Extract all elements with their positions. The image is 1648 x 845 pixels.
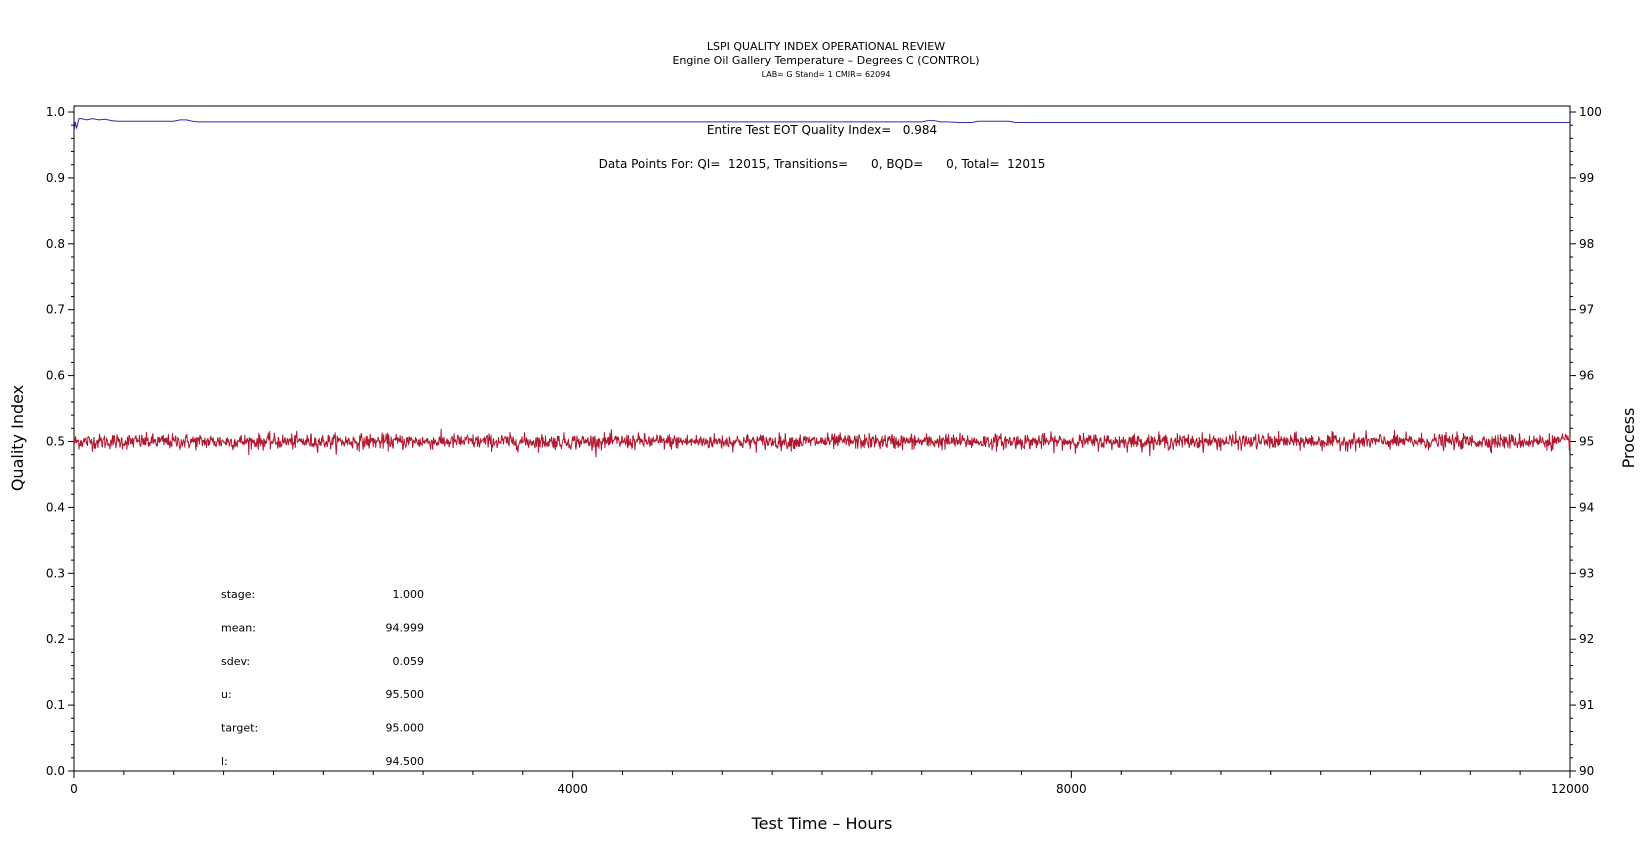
y2-tick-label: 95 bbox=[1579, 435, 1594, 449]
y2-axis-label: Process bbox=[1619, 408, 1638, 469]
y-tick-label: 0.3 bbox=[46, 566, 65, 580]
x-axis-label: Test Time – Hours bbox=[751, 814, 893, 833]
x-tick-label: 4000 bbox=[557, 782, 588, 796]
y2-tick-label: 91 bbox=[1579, 698, 1594, 712]
stats-block: stage: 1.000 mean: 94.999 sdev: 0.059 u: 95.500… bbox=[221, 588, 424, 768]
y2-tick-label: 100 bbox=[1579, 105, 1602, 119]
series-quality-index-line bbox=[73, 118, 1570, 132]
stat-label: l: bbox=[221, 755, 228, 768]
stat-label: stage: bbox=[221, 588, 255, 601]
stat-value: 95.500 bbox=[386, 688, 425, 701]
stat-label: target: bbox=[221, 722, 258, 735]
stat-value: 0.059 bbox=[393, 655, 425, 668]
y-axis-label: Quality Index bbox=[8, 385, 27, 491]
y-tick-label: 0.8 bbox=[46, 237, 65, 251]
x-tick-label: 12000 bbox=[1551, 782, 1589, 796]
y-tick-label: 0.7 bbox=[46, 303, 65, 317]
y2-tick-label: 94 bbox=[1579, 500, 1594, 514]
y-tick-label: 0.9 bbox=[46, 171, 65, 185]
stat-label: sdev: bbox=[221, 655, 250, 668]
x-axis-ticks: 0 4000 8000 12000 bbox=[70, 771, 1589, 796]
stat-value: 94.999 bbox=[386, 621, 425, 634]
y2-tick-label: 90 bbox=[1579, 764, 1594, 778]
y-tick-label: 0.2 bbox=[46, 632, 65, 646]
y-tick-label: 1.0 bbox=[46, 105, 65, 119]
y-tick-label: 0.5 bbox=[46, 435, 65, 449]
y2-tick-label: 96 bbox=[1579, 369, 1594, 383]
chart-subtitle-lab: LAB= G Stand= 1 CMIR= 62094 bbox=[762, 70, 891, 79]
y-tick-label: 0.6 bbox=[46, 369, 65, 383]
y2-tick-label: 99 bbox=[1579, 171, 1594, 185]
stat-label: u: bbox=[221, 688, 232, 701]
y-tick-label: 0.1 bbox=[46, 698, 65, 712]
y2-tick-label: 97 bbox=[1579, 303, 1594, 317]
y-tick-label: 0.4 bbox=[46, 500, 65, 514]
plot-frame bbox=[73, 105, 1571, 772]
y2-tick-label: 92 bbox=[1579, 632, 1594, 646]
stat-label: mean: bbox=[221, 621, 256, 634]
data-points-annotation: Data Points For: QI= 12015, Transitions=… bbox=[599, 157, 1046, 171]
y-tick-label: 0.0 bbox=[46, 764, 65, 778]
y2-tick-label: 98 bbox=[1579, 237, 1594, 251]
y2-axis-ticks: 90 91 92 93 94 95 96 97 98 99 100 bbox=[1570, 105, 1602, 778]
y2-tick-label: 93 bbox=[1579, 566, 1594, 580]
series-process-line bbox=[73, 428, 1571, 458]
y-axis-ticks: 0.0 0.1 0.2 0.3 0.4 0.5 0.6 0.7 0.8 0.9 1.0 bbox=[46, 105, 74, 778]
stat-value: 95.000 bbox=[386, 722, 425, 735]
quality-index-annotation: Entire Test EOT Quality Index= 0.984 bbox=[707, 123, 937, 137]
x-tick-label: 0 bbox=[70, 782, 78, 796]
x-tick-label: 8000 bbox=[1056, 782, 1087, 796]
chart-subtitle: Engine Oil Gallery Temperature – Degrees… bbox=[672, 54, 979, 67]
stat-value: 1.000 bbox=[393, 588, 425, 601]
stat-value: 94.500 bbox=[386, 755, 425, 768]
chart-title: LSPI QUALITY INDEX OPERATIONAL REVIEW bbox=[707, 40, 945, 53]
